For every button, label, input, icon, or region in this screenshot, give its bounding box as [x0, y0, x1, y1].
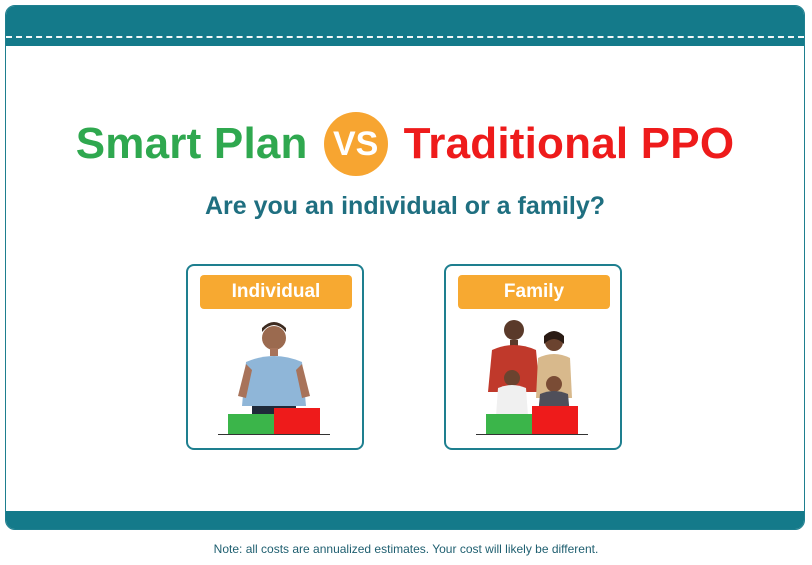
family-label: Family: [458, 275, 610, 309]
individual-option-card[interactable]: Individual: [186, 264, 364, 450]
individual-ppo-bar: [274, 408, 320, 434]
main-frame: Smart Plan VS Traditional PPO Are you an…: [5, 5, 805, 530]
bottom-band: [6, 511, 804, 529]
vs-text: VS: [332, 124, 379, 163]
vs-badge: VS: [323, 112, 388, 176]
top-header-band: [6, 6, 804, 46]
individual-baseline: [218, 434, 330, 435]
individual-label: Individual: [200, 275, 352, 309]
family-baseline: [476, 434, 588, 435]
title-row: Smart Plan VS Traditional PPO: [6, 109, 804, 179]
header-dashed-line: [6, 36, 804, 38]
family-ppo-bar: [532, 406, 578, 434]
title-traditional-ppo: Traditional PPO: [403, 119, 735, 168]
title-smart-plan: Smart Plan: [75, 119, 308, 168]
question-heading: Are you an individual or a family?: [204, 192, 606, 220]
family-smart-bar: [486, 414, 532, 434]
family-option-card[interactable]: Family: [444, 264, 622, 450]
individual-smart-bar: [228, 414, 274, 434]
footer-note: Note: all costs are annualized estimates…: [213, 542, 599, 556]
